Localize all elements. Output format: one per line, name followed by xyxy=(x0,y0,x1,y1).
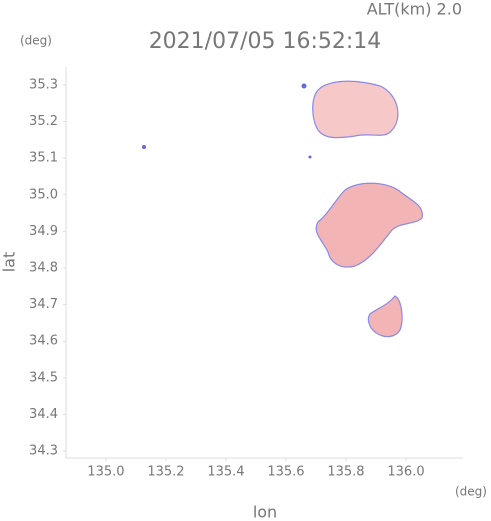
x-tick-label: 135.2 xyxy=(147,465,184,480)
y-tick-label: 35.3 xyxy=(29,77,58,92)
echo-area xyxy=(312,80,399,139)
altitude-annotation: ALT(km) 2.0 xyxy=(367,0,462,19)
y-tick-label: 34.4 xyxy=(29,407,58,422)
y-tick-label: 35.1 xyxy=(29,151,58,166)
echo-dot xyxy=(142,145,146,149)
echo-dot xyxy=(301,83,307,89)
y-unit: (deg) xyxy=(20,34,52,48)
x-unit: (deg) xyxy=(455,485,487,499)
x-tick-label: 135.8 xyxy=(327,465,364,480)
y-tick-label: 34.8 xyxy=(29,260,58,275)
y-tick-label: 35.0 xyxy=(29,187,58,202)
y-tick-label: 34.5 xyxy=(29,370,58,385)
y-tick-label: 34.3 xyxy=(29,444,58,459)
x-axis-label: lon xyxy=(253,503,277,521)
chart-title: 2021/07/05 16:52:14 xyxy=(149,29,382,54)
echo-area xyxy=(315,182,423,268)
y-axis-label: lat xyxy=(0,252,19,273)
echo-dot xyxy=(308,155,312,159)
echo-area xyxy=(367,295,403,338)
x-tick-label: 135.6 xyxy=(267,465,304,480)
y-tick-label: 34.7 xyxy=(29,297,58,312)
y-tick-label: 34.6 xyxy=(29,334,58,349)
plot-frame xyxy=(65,67,463,459)
x-tick-label: 135.4 xyxy=(207,465,244,480)
radar-echoes xyxy=(142,80,423,338)
y-tick-label: 35.2 xyxy=(29,114,58,129)
x-tick-label: 135.0 xyxy=(87,465,124,480)
y-tick-label: 34.9 xyxy=(29,224,58,239)
x-tick-label: 136.0 xyxy=(387,465,424,480)
